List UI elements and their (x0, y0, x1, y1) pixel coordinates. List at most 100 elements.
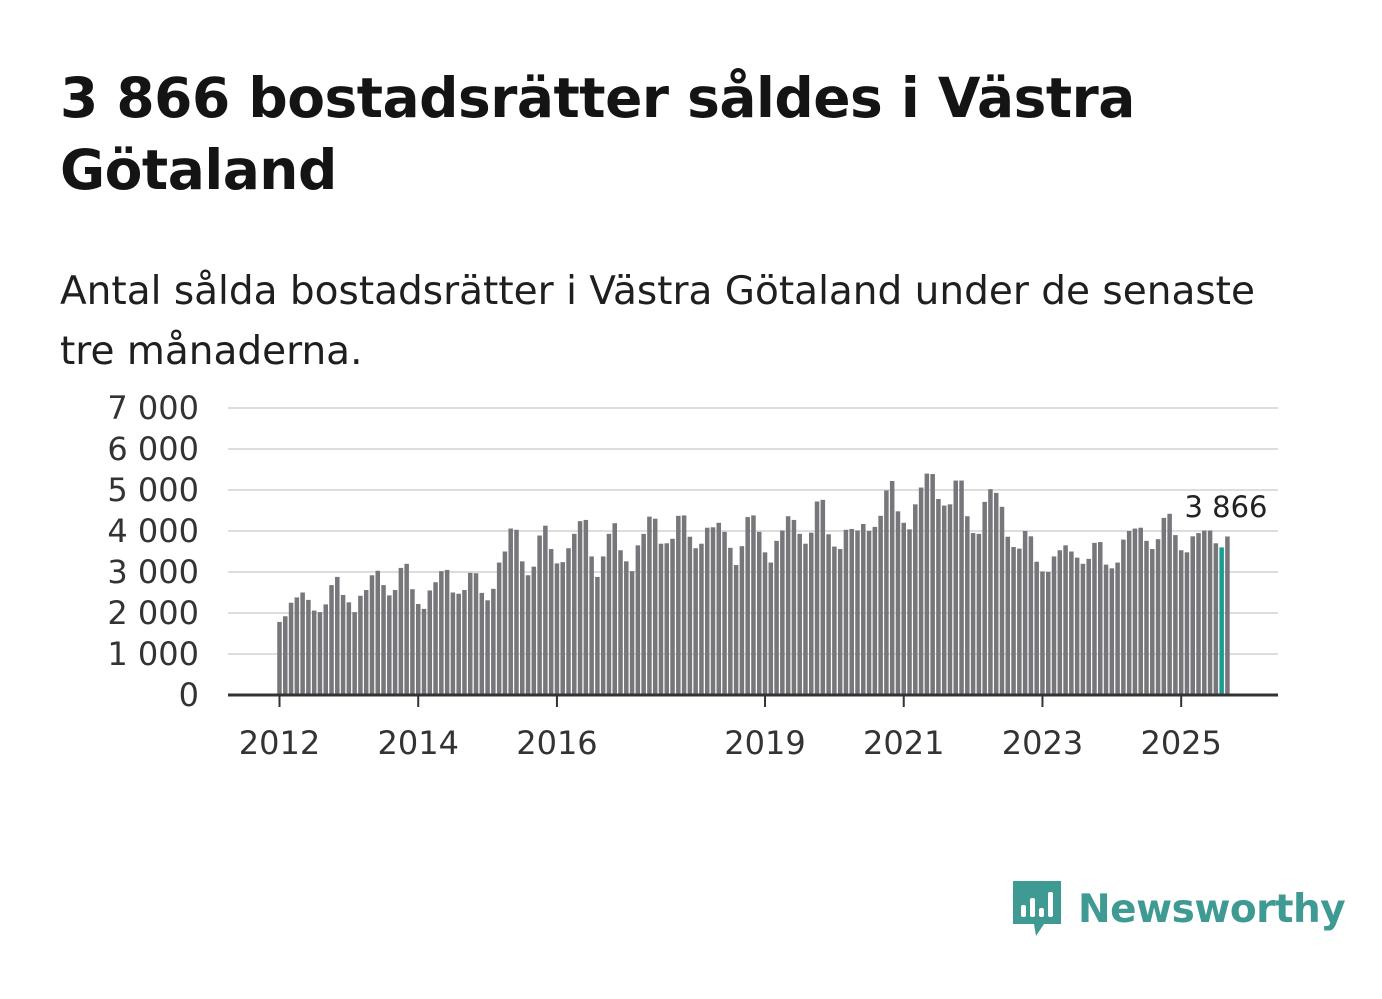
bar (780, 530, 785, 695)
bar (1207, 530, 1213, 695)
bar (283, 616, 288, 695)
bar (421, 608, 427, 695)
bar (837, 549, 843, 695)
bar (768, 562, 774, 695)
bar (554, 563, 560, 695)
bar (340, 594, 346, 695)
bar (965, 516, 970, 695)
bar (618, 550, 623, 695)
bar (976, 533, 982, 695)
bar (693, 548, 698, 695)
last-value-label: 3 866 (1184, 490, 1267, 524)
y-tick-label: 1 000 (107, 635, 199, 673)
bar (930, 474, 935, 695)
bar (635, 545, 641, 695)
bar (323, 604, 328, 695)
bar (335, 576, 340, 695)
bar (566, 548, 571, 695)
bar (803, 543, 808, 695)
bar (1040, 571, 1045, 695)
bar (404, 563, 409, 695)
bar (1045, 572, 1051, 695)
y-tick-label: 2 000 (107, 594, 199, 632)
bar (751, 515, 756, 695)
brand-name: Newsworthy (1078, 886, 1346, 932)
bar (1213, 543, 1219, 695)
bar (543, 525, 548, 695)
bar (433, 582, 438, 695)
bar-highlight (1219, 547, 1224, 695)
bar (785, 516, 791, 695)
bar (317, 612, 323, 695)
bar (462, 590, 467, 695)
bar (1225, 536, 1230, 695)
bar (583, 519, 589, 695)
bar (548, 549, 554, 695)
bar (537, 535, 542, 695)
bar (918, 487, 924, 695)
bar (889, 480, 895, 695)
bar (756, 531, 762, 695)
bar (710, 527, 716, 695)
bar (1121, 539, 1126, 695)
bar (502, 551, 508, 695)
bar (947, 504, 953, 695)
bar (560, 562, 565, 695)
bar (676, 515, 681, 695)
bar (456, 593, 461, 695)
bar (352, 612, 357, 695)
y-tick-label: 5 000 (107, 471, 199, 509)
bar (1069, 551, 1074, 695)
bar (363, 590, 369, 695)
bar (467, 572, 473, 695)
bar (311, 610, 317, 695)
bar (294, 597, 300, 695)
bar (1103, 564, 1109, 695)
bar (745, 517, 750, 695)
bar (1196, 533, 1201, 695)
bar (479, 592, 485, 695)
bar (993, 492, 999, 695)
bar (1173, 535, 1178, 695)
bar-series (277, 473, 1230, 695)
y-tick-label: 6 000 (107, 430, 199, 468)
bar (849, 528, 854, 695)
bar (624, 561, 629, 695)
bar (629, 571, 635, 695)
bar (1132, 528, 1138, 695)
bar (520, 561, 525, 695)
y-tick-label: 7 000 (107, 389, 199, 427)
bar (572, 533, 577, 695)
bar (1161, 517, 1167, 695)
bar (641, 533, 646, 695)
bar (704, 527, 710, 695)
bar (1098, 542, 1103, 695)
page-title: 3 866 bostadsrätter såldes i Västra Göta… (60, 66, 1135, 202)
bar (762, 552, 768, 695)
bar (1057, 550, 1063, 695)
bar (670, 538, 675, 695)
bar (491, 588, 496, 695)
bar (387, 595, 392, 695)
bar (855, 530, 860, 695)
bar (415, 603, 421, 695)
bar (398, 567, 404, 695)
bar (988, 489, 993, 695)
bar (652, 518, 658, 695)
bar (907, 529, 912, 695)
bar (1150, 549, 1155, 695)
bar (1017, 548, 1022, 695)
bar (392, 590, 398, 695)
x-tick-label: 2025 (1140, 724, 1221, 762)
bar (953, 480, 959, 695)
bar (1074, 557, 1080, 695)
y-tick-label: 4 000 (107, 512, 199, 550)
bar (699, 543, 704, 695)
bar (525, 575, 531, 695)
x-tick-label: 2016 (516, 724, 597, 762)
bar (1126, 531, 1132, 695)
bar (1034, 561, 1039, 695)
bar (797, 533, 802, 695)
bar (884, 490, 889, 695)
